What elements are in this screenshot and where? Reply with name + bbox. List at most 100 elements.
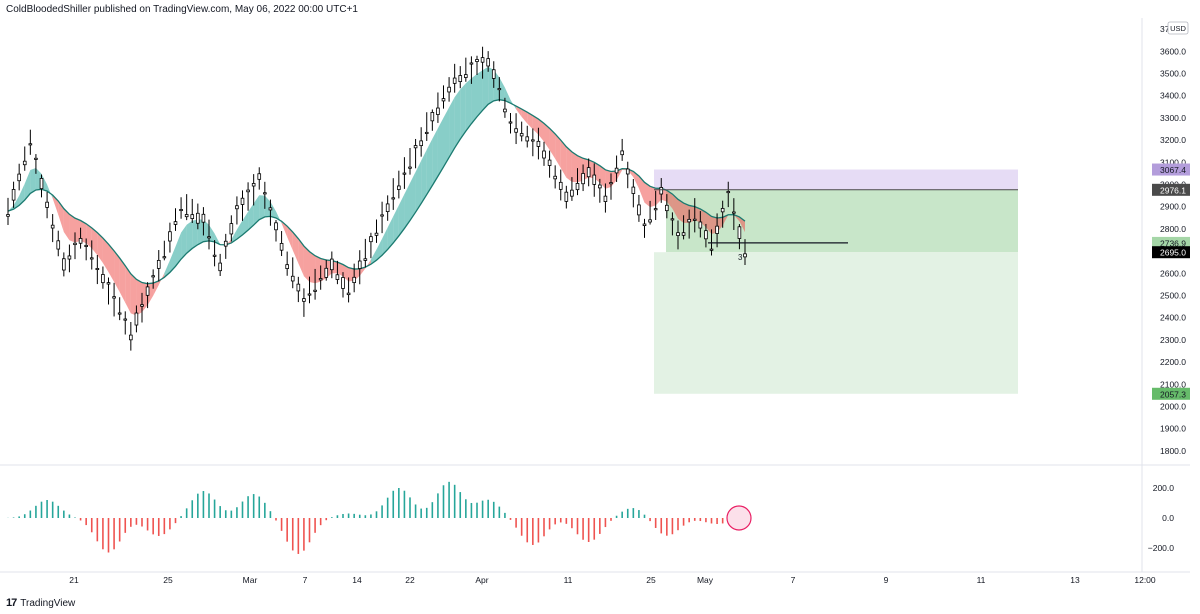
candle-body	[497, 88, 502, 91]
ribbon-segment	[108, 244, 115, 282]
ribbon-segment	[175, 232, 182, 267]
candle-body	[408, 166, 412, 169]
ribbon-segment	[8, 205, 14, 212]
candle-body	[631, 186, 636, 194]
candle-body	[614, 167, 619, 174]
ribbon-segment	[276, 211, 282, 224]
candle-body	[564, 191, 569, 202]
ribbon-segment	[477, 70, 483, 117]
candle-body	[22, 160, 27, 166]
candle-body	[692, 218, 697, 221]
candle-body	[536, 140, 541, 147]
osc-tick-label: 200.0	[1153, 483, 1175, 493]
ribbon-segment	[181, 224, 187, 260]
time-tick-label: 9	[884, 575, 889, 585]
ribbon-segment	[309, 251, 316, 284]
ribbon-segment	[549, 128, 556, 159]
candle-body	[531, 139, 535, 142]
candle-body	[514, 128, 518, 133]
ribbon-segment	[538, 119, 544, 142]
ribbon-segment	[192, 219, 198, 249]
price-tick-label: 3600.0	[1160, 46, 1186, 56]
candle-body	[737, 226, 742, 239]
candle-body	[469, 62, 474, 65]
time-tick-label: 21	[69, 575, 79, 585]
price-tick-label: 2600.0	[1160, 268, 1186, 278]
ribbon-segment	[387, 216, 394, 250]
publish-info: ColdBloodedShiller published on TradingV…	[6, 4, 358, 15]
candle-body	[709, 248, 714, 251]
ribbon-segment	[63, 208, 70, 241]
candle-body	[73, 242, 77, 246]
ribbon-segment	[125, 265, 131, 314]
candle-body	[592, 174, 597, 185]
candle-body	[39, 178, 44, 190]
candle-body	[184, 214, 189, 218]
ribbon-segment	[544, 123, 550, 150]
ribbon-segment	[47, 184, 53, 199]
ribbon-segment	[432, 128, 438, 186]
ribbon-segment	[560, 140, 567, 178]
ribbon-segment	[722, 214, 729, 226]
candle-body	[581, 173, 585, 185]
candle-body	[698, 221, 703, 229]
candle-body	[726, 191, 731, 194]
candle-body	[743, 253, 747, 258]
ribbon-segment	[91, 227, 98, 256]
ribbon-segment	[242, 211, 249, 235]
candle-body	[235, 205, 239, 210]
candle-body	[151, 275, 155, 278]
ribbon-segment	[504, 87, 511, 104]
candle-body	[357, 260, 362, 269]
candle-body	[196, 212, 200, 224]
candle-body	[385, 203, 390, 213]
price-tick-label: 3100.0	[1160, 157, 1186, 167]
currency-label: USD	[1170, 24, 1186, 33]
candle-body	[380, 214, 384, 217]
candle-body	[436, 107, 440, 115]
ribbon-segment	[69, 214, 75, 243]
candle-body	[28, 143, 33, 146]
candle-body	[452, 77, 457, 84]
ribbon-segment	[102, 238, 109, 273]
ribbon-segment	[315, 255, 321, 284]
candlesticks: 3	[6, 46, 747, 351]
candle-body	[268, 207, 273, 211]
time-tick-label: 14	[352, 575, 362, 585]
ribbon-segment	[197, 219, 204, 245]
price-label-box	[1152, 387, 1190, 400]
price-tick-label: 2800.0	[1160, 224, 1186, 234]
candle-body	[229, 223, 234, 235]
candle-body	[642, 223, 647, 227]
time-tick-label: 22	[405, 575, 415, 585]
candle-body	[263, 192, 267, 195]
ribbon-segment	[248, 203, 254, 231]
candle-body	[458, 75, 463, 82]
candle-body	[402, 172, 407, 175]
last-candle-label: 3	[738, 253, 743, 262]
candle-body	[313, 289, 317, 292]
candle-body	[218, 262, 222, 272]
footer: 17 TradingView	[6, 597, 75, 609]
position-lines	[654, 189, 1018, 244]
candle-body	[78, 238, 83, 244]
ribbon-segment	[638, 175, 645, 203]
candle-body	[374, 232, 379, 236]
candle-body	[179, 209, 183, 212]
price-tick-label: 2100.0	[1160, 379, 1186, 389]
time-tick-label: 25	[163, 575, 173, 585]
time-tick-label: 25	[646, 575, 656, 585]
currency-box	[1167, 21, 1189, 35]
ribbon-segment	[186, 220, 193, 254]
candle-body	[503, 108, 507, 113]
ribbon-segment	[19, 183, 25, 206]
candle-body	[687, 218, 691, 223]
ribbon-segment	[521, 109, 528, 124]
price-tick-label: 2000.0	[1160, 402, 1186, 412]
ribbon-segment	[689, 205, 695, 223]
price-tick-label: 3200.0	[1160, 135, 1186, 145]
candle-body	[168, 231, 172, 242]
candle-body	[659, 187, 664, 195]
price-tick-label: 2400.0	[1160, 313, 1186, 323]
